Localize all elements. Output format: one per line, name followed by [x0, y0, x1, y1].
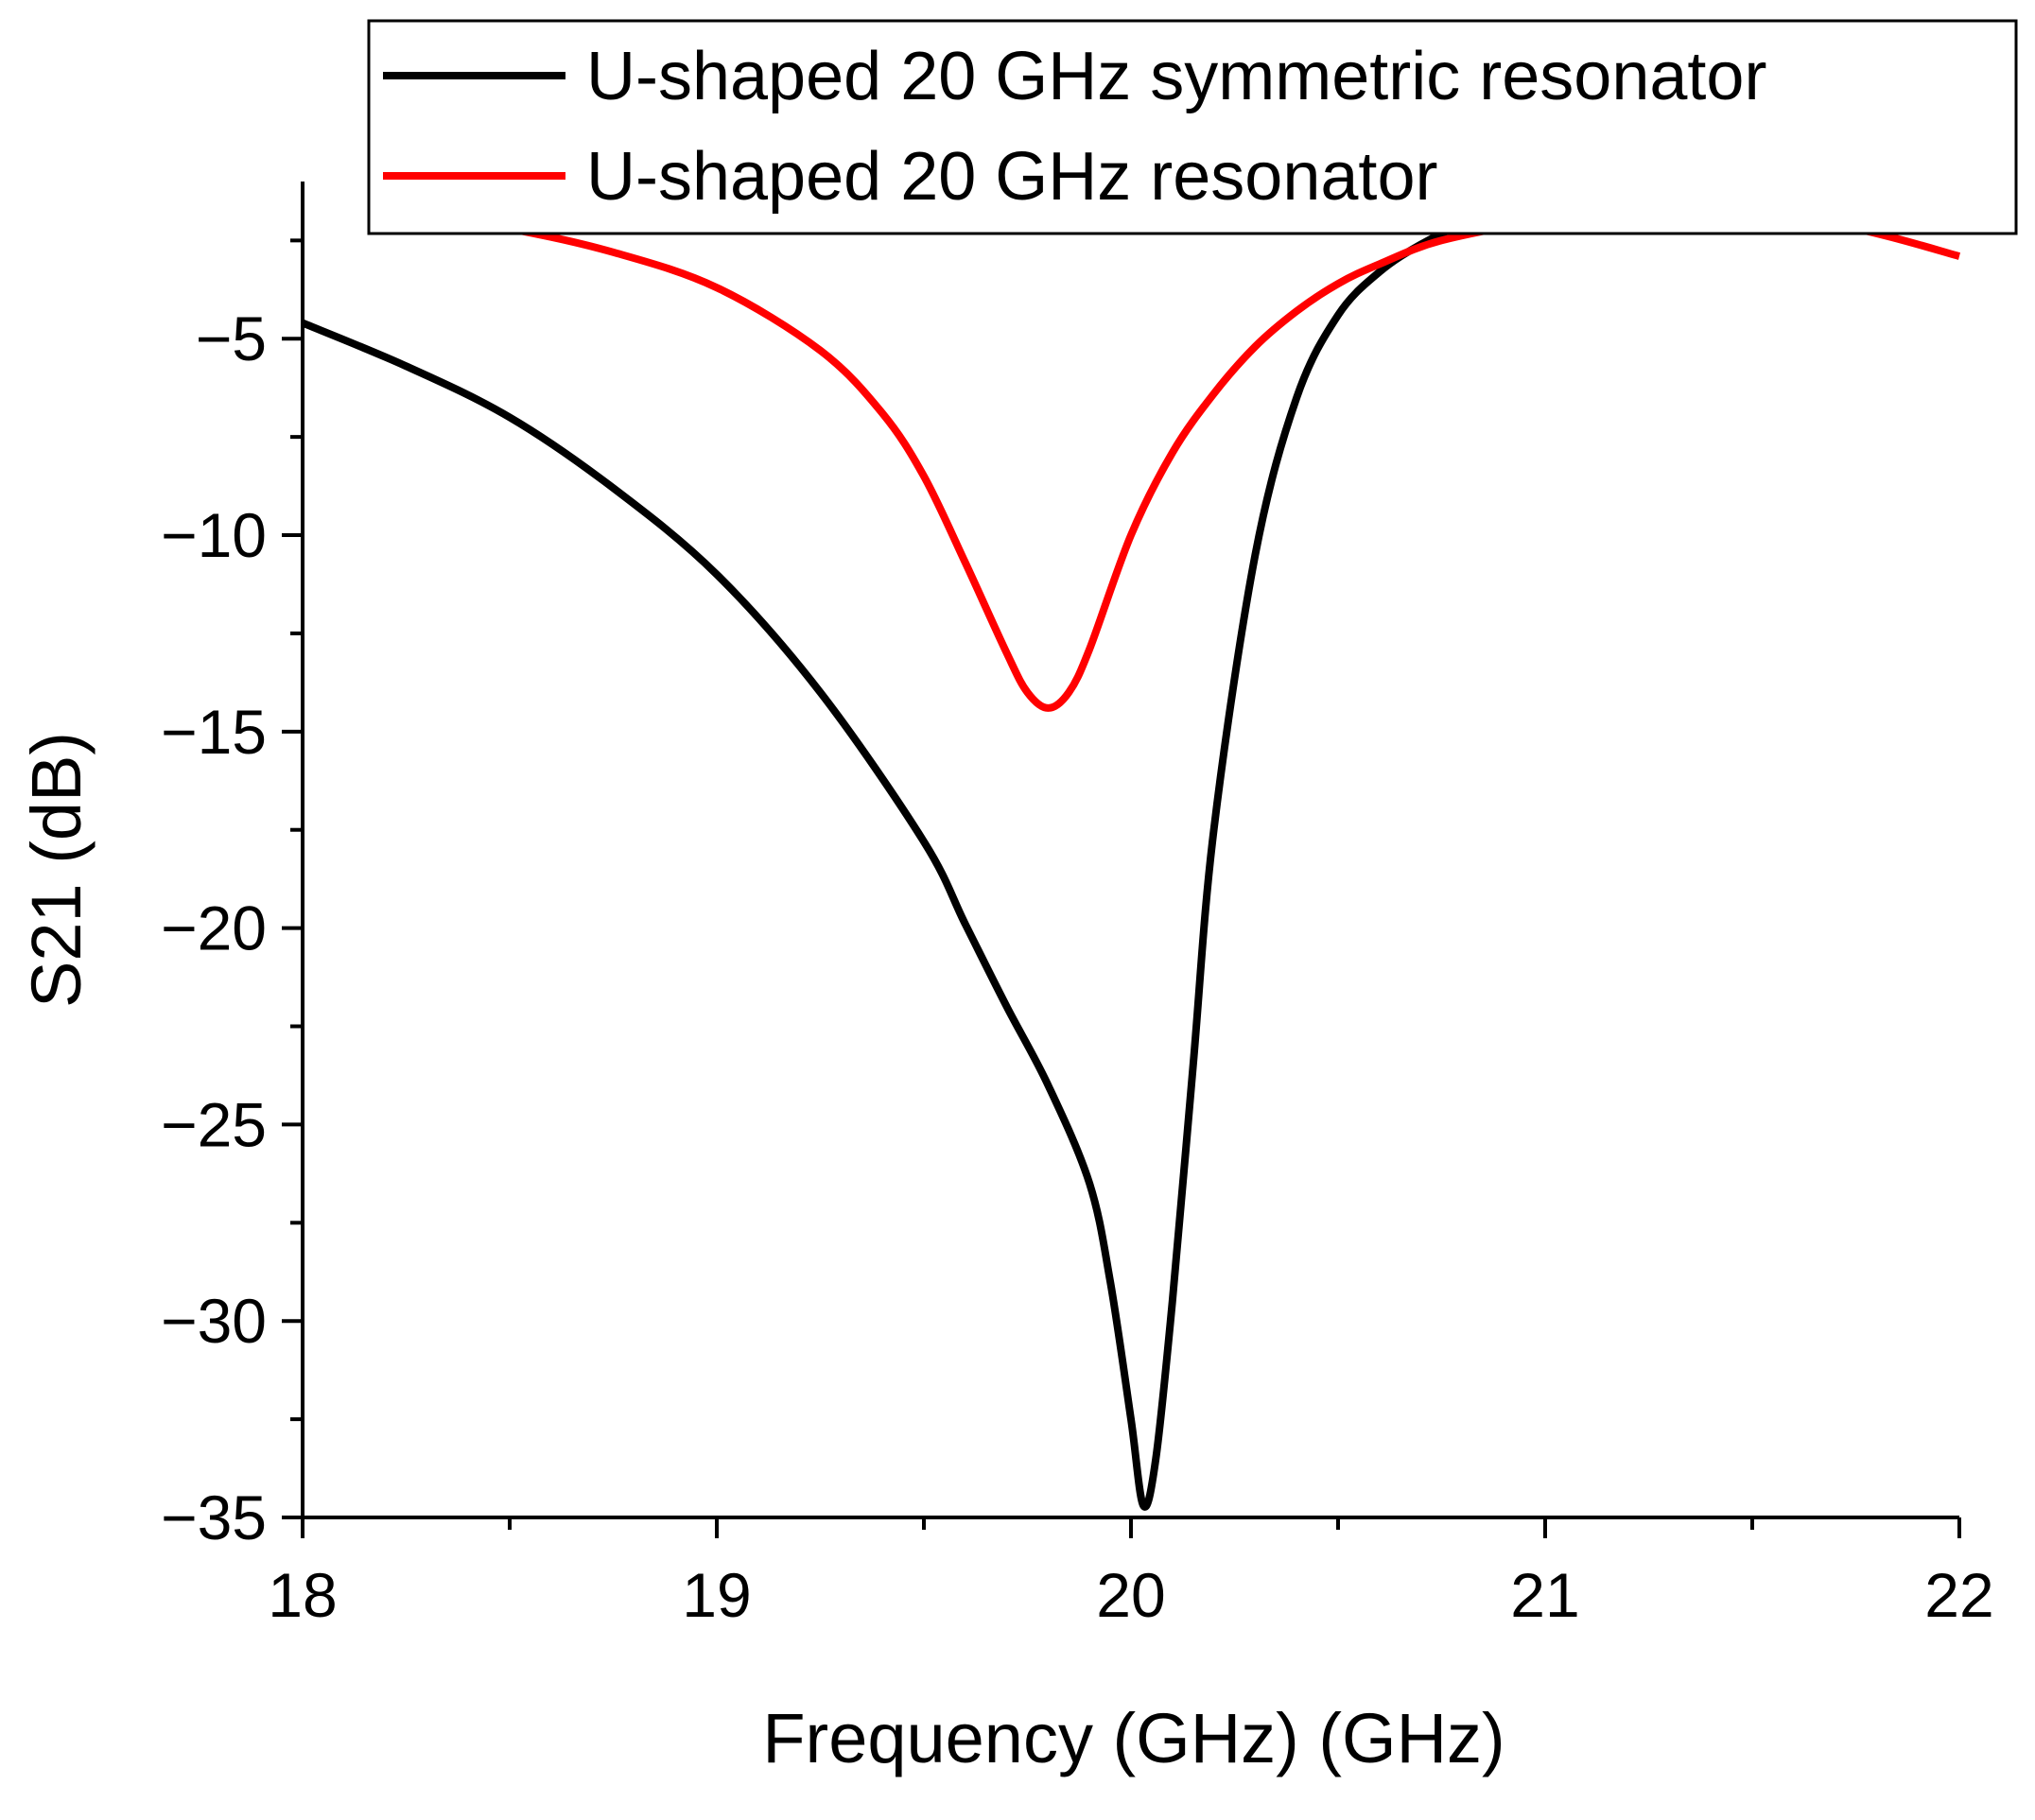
series-line-0	[303, 232, 1456, 1511]
x-tick-label: 19	[682, 1560, 751, 1630]
y-tick-label: −15	[161, 697, 267, 767]
y-tick-label: −30	[161, 1286, 267, 1356]
x-tick-label: 20	[1096, 1560, 1165, 1630]
y-tick-label: −35	[161, 1482, 267, 1552]
x-axis-title: Frequency (GHz) (GHz)	[762, 1699, 1505, 1777]
x-tick-label: 21	[1510, 1560, 1579, 1630]
y-axis-title: S21 (dB)	[17, 732, 96, 1008]
y-tick-label: −20	[161, 893, 267, 963]
x-tick-label: 18	[268, 1560, 337, 1630]
x-tick-label: 22	[1924, 1560, 1993, 1630]
tick-labels-layer: 18 19 20 21 22 −5 −10 −15 −20 −25 −30 −35	[161, 303, 1994, 1630]
series-layer	[303, 232, 1961, 1511]
y-tick-label: −5	[196, 303, 267, 373]
series-line-1	[504, 232, 1961, 712]
legend-label-symmetric: U-shaped 20 GHz symmetric resonator	[586, 39, 1766, 114]
y-tick-label: −10	[161, 500, 267, 570]
legend-label-resonator: U-shaped 20 GHz resonator	[586, 139, 1437, 215]
axes-layer	[282, 182, 1961, 1538]
y-tick-label: −25	[161, 1089, 267, 1159]
legend: U-shaped 20 GHz symmetric resonator U-sh…	[367, 19, 2018, 235]
legend-box	[367, 19, 2018, 235]
